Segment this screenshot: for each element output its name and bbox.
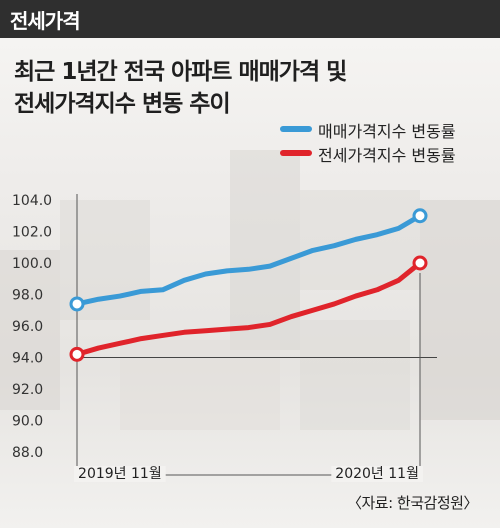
legend-label-jeonse: 전세가격지수 변동률 [318,146,456,165]
chart-title-line-1: 최근 1년간 전국 아파트 매매가격 및 [14,59,347,85]
series-line-jeonse [74,260,423,357]
legend-label-sale: 매매가격지수 변동률 [318,122,456,141]
y-tick-label: 88.0 [12,445,43,461]
y-tick-label: 94.0 [12,351,43,367]
x-tick-label: 2020년 11월 [335,466,419,482]
x-tick-label-backing [331,466,423,482]
series-point-sale [69,296,85,312]
y-tick-label: 90.0 [12,414,43,430]
y-tick-label: 100.0 [12,256,52,272]
header-bar: 전세가격 [0,0,500,38]
legend-swatch-jeonse [280,150,312,156]
source-note: 〈자료: 한국감정원〉 [347,494,478,512]
x-tick-label-backing [74,466,166,482]
y-tick-label: 92.0 [12,382,43,398]
chart-title-line-2: 전세가격지수 변동 추이 [14,91,231,117]
y-tick-label: 102.0 [12,225,52,241]
series-point-jeonse [69,346,85,362]
x-tick-label: 2019년 11월 [78,466,162,482]
series-line-sale [74,213,423,307]
y-tick-label: 96.0 [12,319,43,335]
legend-swatch-sale [280,126,312,132]
y-tick-label: 104.0 [12,193,52,209]
header-tag: 전세가격 [10,9,81,33]
y-tick-label: 98.0 [12,288,43,304]
series-point-sale [412,208,428,224]
chart-title: 최근 1년간 전국 아파트 매매가격 및 전세가격지수 변동 추이 [14,56,347,120]
series-point-jeonse [412,255,428,271]
